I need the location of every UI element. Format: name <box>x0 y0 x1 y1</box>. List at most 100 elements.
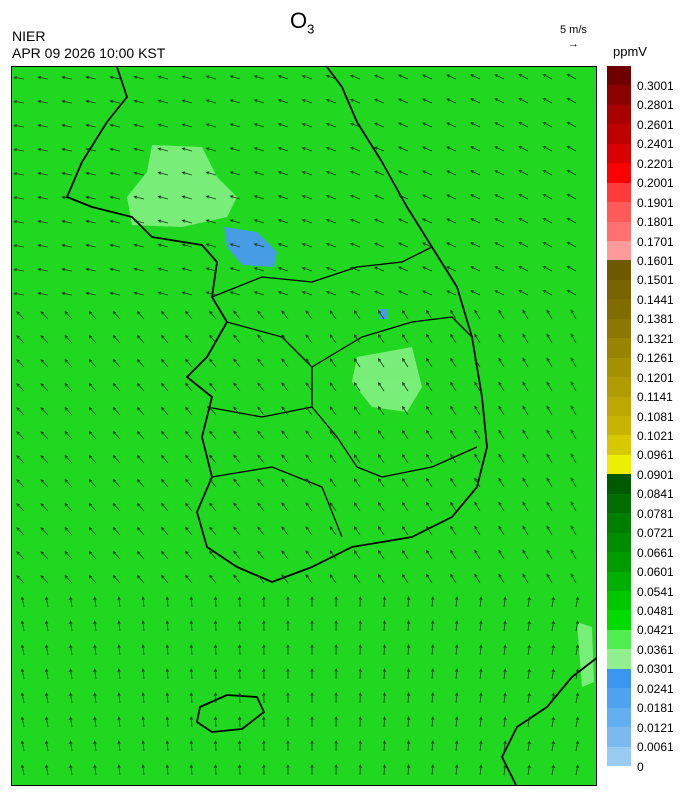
wind-arrowhead-icon <box>136 334 141 339</box>
wind-arrow-icon <box>542 290 553 296</box>
wind-arrowhead-icon <box>88 382 93 387</box>
wind-arrow-icon <box>86 268 97 272</box>
wind-arrow-icon <box>470 98 481 104</box>
wind-arrow-icon <box>254 171 265 176</box>
wind-arrow-icon <box>426 382 433 392</box>
wind-arrowhead-icon <box>470 146 474 150</box>
wind-arrow-icon <box>542 170 553 176</box>
wind-arrow-icon <box>38 172 49 176</box>
wind-arrow-icon <box>230 147 241 152</box>
colorbar-label: 0.1081 <box>637 409 674 424</box>
wind-arrowhead-icon <box>446 74 450 78</box>
wind-arrow-icon <box>302 195 313 200</box>
wind-arrowhead-icon <box>160 334 165 339</box>
wind-arrow-icon <box>402 310 409 320</box>
wind-arrowhead-icon <box>401 549 406 554</box>
wind-arrowhead-icon <box>498 405 502 410</box>
wind-arrow-icon <box>14 268 25 272</box>
wind-arrowhead-icon <box>45 716 49 721</box>
wind-arrow-icon <box>64 359 73 368</box>
wind-arrowhead-icon <box>157 171 162 175</box>
wind-arrow-icon <box>40 359 49 368</box>
wind-arrow-icon <box>353 334 361 344</box>
wind-arrowhead-icon <box>37 292 42 296</box>
wind-arrowhead-icon <box>160 526 165 531</box>
wind-arrowhead-icon <box>397 266 402 270</box>
wind-arrowhead-icon <box>498 549 502 554</box>
wind-arrow-icon <box>281 478 289 488</box>
wind-arrowhead-icon <box>325 122 330 126</box>
colorbar-cell <box>607 571 631 592</box>
wind-arrow-icon <box>182 123 193 128</box>
wind-arrowhead-icon <box>546 381 550 386</box>
wind-arrow-icon <box>326 267 337 272</box>
wind-arrow-icon <box>498 526 505 536</box>
wind-arrow-icon <box>161 551 169 560</box>
colorbar-label: 0.1021 <box>637 429 674 443</box>
wind-arrow-icon <box>233 454 241 464</box>
wind-arrow-icon <box>398 170 409 176</box>
wind-arrowhead-icon <box>253 147 258 151</box>
wind-arrow-icon <box>470 146 481 152</box>
wind-arrow-icon <box>426 574 433 584</box>
wind-arrowhead-icon <box>397 74 402 78</box>
wind-arrowhead-icon <box>301 242 306 247</box>
wind-arrowhead-icon <box>286 716 290 720</box>
wind-arrowhead-icon <box>112 358 117 363</box>
wind-arrow-icon <box>378 382 385 392</box>
wind-arrow-icon <box>402 526 409 536</box>
wind-arrowhead-icon <box>185 454 189 459</box>
wind-arrow-icon <box>551 741 555 752</box>
colorbar-label: 0.1601 <box>637 254 674 268</box>
wind-arrow-icon <box>209 334 217 344</box>
wind-arrow-icon <box>94 669 97 680</box>
wind-arrow-icon <box>214 764 217 776</box>
wind-arrow-icon <box>378 526 385 536</box>
wind-arrow-icon <box>353 526 361 536</box>
wind-arrow-icon <box>518 266 529 272</box>
wind-arrow-icon <box>14 124 25 128</box>
wind-arrowhead-icon <box>205 147 210 151</box>
wind-arrow-icon <box>479 597 482 608</box>
wind-arrowhead-icon <box>45 596 49 601</box>
wind-arrow-icon <box>546 526 553 536</box>
wind-arrow-icon <box>158 76 169 80</box>
wind-arrowhead-icon <box>446 194 450 198</box>
colorbar-cell <box>607 435 631 456</box>
wind-arrow-icon <box>518 146 529 152</box>
wind-arrow-icon <box>21 645 25 656</box>
wind-arrow-icon <box>21 765 25 776</box>
colorbar-cell <box>607 163 631 184</box>
wind-arrowhead-icon <box>262 668 266 672</box>
wind-arrow-icon <box>527 597 530 608</box>
wind-arrowhead-icon <box>141 764 145 769</box>
wind-arrowhead-icon <box>498 429 502 434</box>
wind-arrow-icon <box>426 310 433 320</box>
wind-arrowhead-icon <box>373 218 378 222</box>
wind-arrowhead-icon <box>494 194 498 198</box>
wind-arrowhead-icon <box>401 525 406 530</box>
wind-arrow-icon <box>402 478 409 488</box>
wind-arrowhead-icon <box>551 596 555 601</box>
wind-arrow-icon <box>422 122 433 128</box>
wind-arrow-icon <box>16 503 25 512</box>
wind-arrowhead-icon <box>88 574 93 579</box>
wind-arrowhead-icon <box>253 195 258 199</box>
wind-arrowhead-icon <box>421 122 426 126</box>
wind-arrowhead-icon <box>45 644 49 649</box>
wind-arrow-icon <box>431 741 434 752</box>
colorbar-cell <box>607 454 631 475</box>
colorbar-cell <box>607 104 631 125</box>
wind-arrow-icon <box>137 431 145 440</box>
wind-arrow-icon <box>305 382 313 392</box>
wind-arrowhead-icon <box>229 243 234 247</box>
wind-arrow-icon <box>426 430 433 440</box>
wind-arrow-icon <box>398 146 409 152</box>
patch-northwest <box>127 145 237 227</box>
wind-arrow-icon <box>575 717 579 728</box>
wind-arrowhead-icon <box>133 219 138 223</box>
wind-arrow-icon <box>142 645 145 656</box>
wind-arrowhead-icon <box>301 146 306 151</box>
wind-arrow-icon <box>278 267 289 272</box>
wind-arrowhead-icon <box>262 764 266 768</box>
